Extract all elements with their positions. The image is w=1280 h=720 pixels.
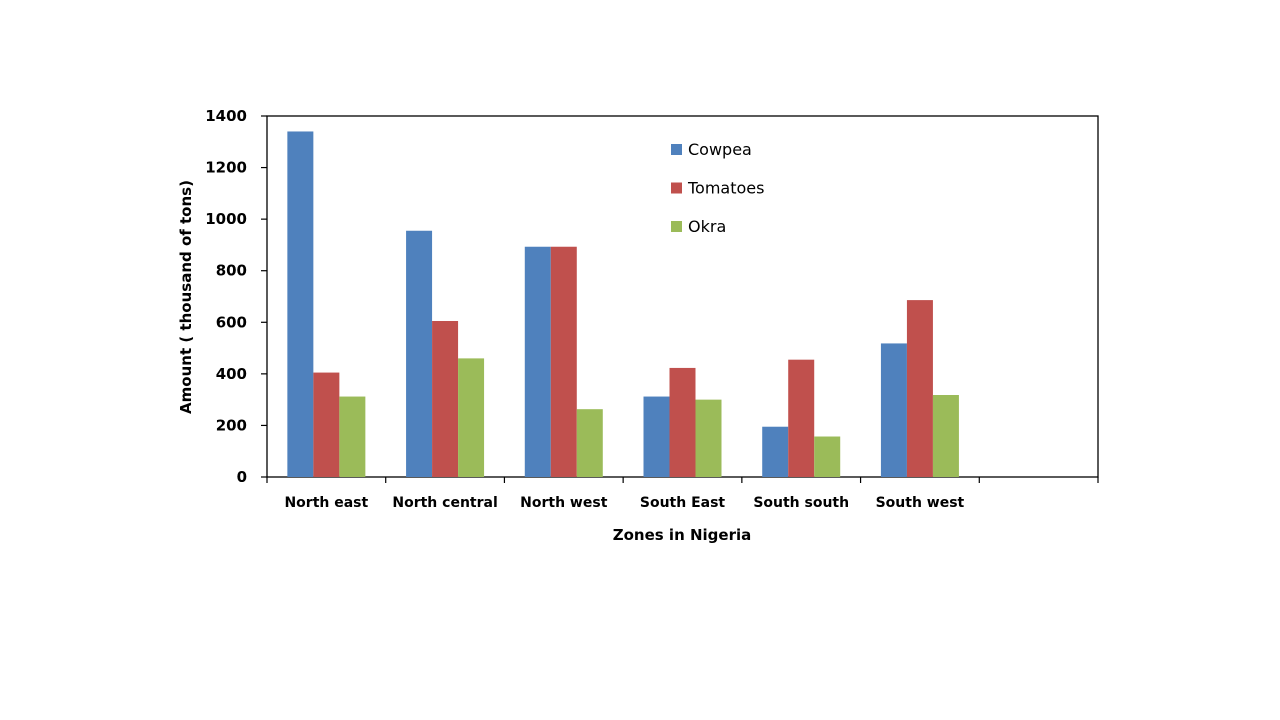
x-category-label: South East: [640, 495, 726, 511]
bar-cowpea: [406, 230, 433, 477]
x-axis-title: Zones in Nigeria: [613, 526, 752, 544]
y-axis: 0 200 400 600 800 1000 1200 1400: [205, 107, 267, 486]
bar-cowpea: [762, 426, 789, 477]
x-axis: North east North central North west South E…: [266, 477, 1099, 511]
y-tick-label: 1000: [205, 210, 247, 228]
bar-cowpea: [524, 246, 551, 477]
legend: Cowpea Tomatoes Okra: [671, 140, 764, 236]
legend-label-cowpea: Cowpea: [688, 140, 752, 159]
bars-group: [287, 131, 959, 477]
bar-cowpea: [880, 343, 907, 477]
bar-okra: [932, 395, 959, 477]
bar-okra: [695, 399, 722, 477]
y-tick-label: 400: [216, 365, 247, 383]
x-category-label: North central: [392, 495, 497, 511]
x-category-label: South west: [876, 495, 965, 511]
y-tick-label: 200: [216, 416, 247, 434]
y-tick-label: 800: [216, 262, 247, 280]
bar-okra: [458, 358, 485, 477]
bar-cowpea: [287, 131, 314, 477]
bar-tomatoes: [313, 372, 340, 477]
y-tick-label: 1400: [205, 107, 247, 125]
y-axis-title: Amount ( thousand of tons): [177, 180, 195, 414]
bar-tomatoes: [432, 320, 459, 477]
x-category-label: North east: [284, 495, 368, 511]
bar-tomatoes: [906, 300, 933, 477]
legend-label-tomatoes: Tomatoes: [687, 179, 764, 198]
bar-okra: [576, 409, 603, 477]
legend-swatch-tomatoes: [671, 182, 682, 194]
legend-swatch-cowpea: [671, 144, 682, 155]
bar-tomatoes: [788, 359, 815, 477]
x-category-label: North west: [520, 495, 608, 511]
legend-label-okra: Okra: [688, 217, 726, 236]
x-category-label: South south: [753, 495, 849, 511]
y-tick-label: 600: [216, 313, 247, 331]
bar-cowpea: [643, 396, 670, 477]
bar-okra: [814, 436, 841, 477]
bar-tomatoes: [669, 367, 696, 477]
y-tick-label: 1200: [205, 159, 247, 177]
bar-tomatoes: [550, 246, 577, 477]
legend-swatch-okra: [671, 221, 682, 232]
y-tick-label: 0: [237, 468, 247, 486]
bar-okra: [339, 396, 366, 477]
